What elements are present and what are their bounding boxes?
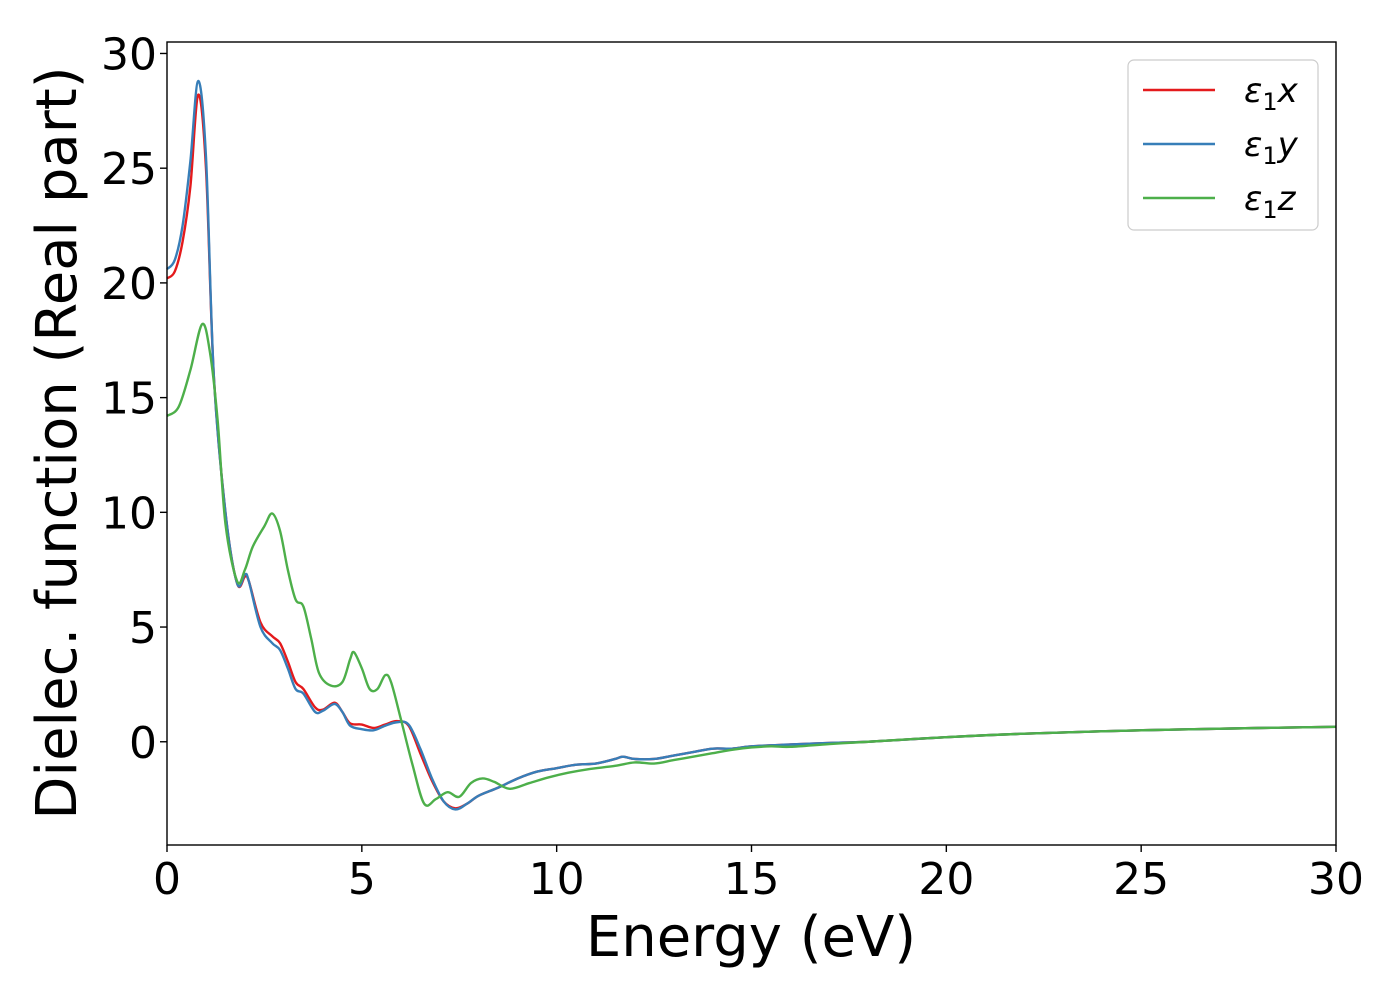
y-tick-label: 0 xyxy=(129,718,157,769)
y-axis-ticks: 0 5 10 15 20 25 30 xyxy=(101,29,167,769)
x-tick-label: 5 xyxy=(348,854,376,905)
legend-subscript: 1 xyxy=(1262,142,1277,170)
x-tick-label: 20 xyxy=(918,854,974,905)
x-tick-label: 15 xyxy=(724,854,780,905)
legend-symbol: ε xyxy=(1244,71,1262,111)
y-tick-label: 25 xyxy=(101,144,157,195)
y-tick-label: 20 xyxy=(101,259,157,310)
legend-label-x: ε1x xyxy=(1244,71,1299,116)
series-lines-group xyxy=(166,79,1337,811)
y-tick-label: 15 xyxy=(101,374,157,425)
legend-symbol: ε xyxy=(1244,179,1262,219)
x-tick-label: 0 xyxy=(153,854,181,905)
x-tick-label: 10 xyxy=(529,854,585,905)
x-axis-title: Energy (eV) xyxy=(586,905,916,970)
legend-variable: y xyxy=(1277,125,1299,165)
x-tick-label: 30 xyxy=(1308,854,1364,905)
x-axis-ticks: 0 5 10 15 20 25 30 xyxy=(153,845,1364,905)
y-tick-label: 30 xyxy=(101,29,157,80)
y-tick-label: 5 xyxy=(129,603,157,654)
legend-subscript: 1 xyxy=(1262,196,1277,224)
legend-subscript: 1 xyxy=(1262,88,1277,116)
y-tick-label: 10 xyxy=(101,488,157,539)
legend-box xyxy=(1127,59,1319,231)
series-line-z xyxy=(166,322,1337,807)
legend-label-y: ε1y xyxy=(1244,125,1299,170)
legend-symbol: ε xyxy=(1244,125,1262,165)
y-axis-title: Dielec. function (Real part) xyxy=(25,66,90,819)
legend-variable: x xyxy=(1277,71,1299,111)
legend-variable: z xyxy=(1277,179,1297,219)
legend-label-z: ε1z xyxy=(1244,179,1297,224)
x-tick-label: 25 xyxy=(1113,854,1169,905)
